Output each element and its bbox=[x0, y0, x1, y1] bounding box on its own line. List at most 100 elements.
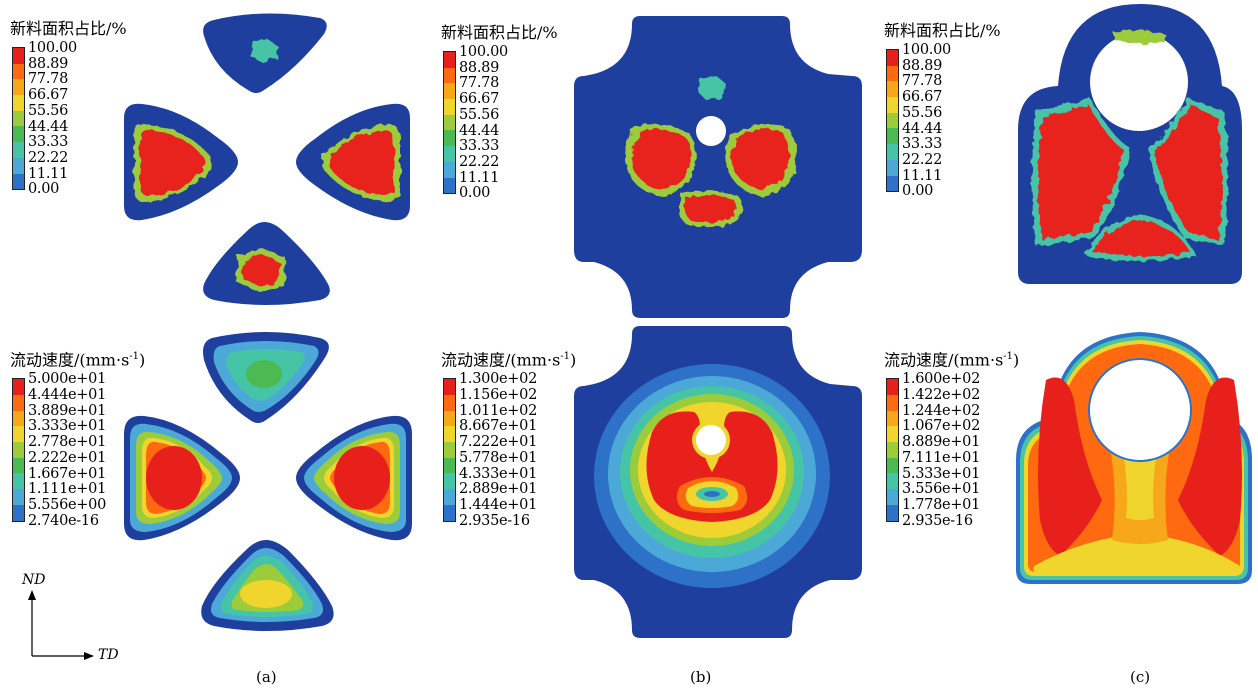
legend-speed-b-title: 流动速度/(mm·s-1) bbox=[441, 348, 576, 369]
legend-speed-a-tick-label: 3.889e+01 bbox=[28, 402, 106, 419]
legend-area-b-tick-label: 88.89 bbox=[459, 59, 500, 76]
legend-speed-a-tick-label: 3.333e+01 bbox=[28, 418, 106, 435]
panel-label-b: (b) bbox=[690, 668, 712, 686]
legend-speed-a-colorbar bbox=[12, 378, 25, 522]
c-right-core bbox=[1154, 104, 1222, 240]
legend-speed-c-tick-label: 8.889e+01 bbox=[902, 434, 980, 451]
legend-speed-c-swatch bbox=[887, 489, 898, 505]
legend-area-a-tick-label: 88.89 bbox=[28, 55, 69, 72]
legend-speed-c-swatch bbox=[887, 504, 898, 521]
legend-area-b-colorbar bbox=[443, 51, 456, 195]
legend-speed-b-tick-label: 1.156e+02 bbox=[459, 387, 537, 404]
legend-speed-a-title: 流动速度/(mm·s-1) bbox=[10, 348, 145, 369]
legend-speed-c-swatch bbox=[887, 426, 898, 443]
legend-speed-a-tick-label: 5.556e+00 bbox=[28, 496, 106, 513]
legend-area-b-tick-label: 44.44 bbox=[459, 122, 500, 139]
panel-b-area-map bbox=[574, 16, 862, 318]
legend-speed-b-tick-label: 1.444e+01 bbox=[459, 496, 537, 513]
legend-area-c-tick-label: 77.78 bbox=[902, 73, 943, 90]
legend-area-b-tick-label: 55.56 bbox=[459, 106, 500, 123]
legend-speed-c-tick-label: 1.244e+02 bbox=[902, 402, 980, 419]
legend-area-c-swatch bbox=[887, 175, 898, 192]
legend-speed-c: 流动速度/(mm·s-1) 1.600e+02 1.422e+02 1.244e+0… bbox=[884, 348, 1019, 529]
legend-speed-c-body: 1.600e+02 1.422e+02 1.244e+02 1.067e+02 8.88… bbox=[884, 372, 1019, 529]
legend-speed-a-tick-label: 4.444e+01 bbox=[28, 387, 106, 404]
legend-speed-b-tick-label: 1.300e+02 bbox=[459, 371, 537, 388]
legend-area-c-ticks: 100.00 88.89 77.78 66.67 55.56 44.44 33.33 22.2… bbox=[902, 42, 1019, 200]
legend-speed-b-body: 1.300e+02 1.156e+02 1.011e+02 8.667e+01 7.22… bbox=[441, 372, 576, 529]
legend-area-c-tick-label: 22.22 bbox=[902, 151, 943, 168]
legend-area-b-swatch bbox=[444, 99, 455, 115]
legend-speed-b-swatch bbox=[444, 442, 455, 458]
panel-c-area-map bbox=[1018, 4, 1242, 284]
legend-speed-b-tick-label: 1.011e+02 bbox=[459, 402, 537, 419]
nd-arrowhead bbox=[28, 590, 36, 600]
panel-label-a: (a) bbox=[256, 668, 277, 686]
legend-area-a-swatch bbox=[13, 173, 24, 190]
legend-speed-a-body: 5.000e+01 4.444e+01 3.889e+01 3.333e+01 2.77… bbox=[10, 372, 145, 529]
legend-area-b-swatch bbox=[444, 52, 455, 68]
legend-speed-c-tick-label: 1.422e+02 bbox=[902, 387, 980, 404]
a-vel-bottom-core bbox=[240, 580, 292, 608]
c-vel-right-red bbox=[1178, 377, 1242, 556]
legend-area-c-tick-label: 44.44 bbox=[902, 120, 943, 137]
legend-speed-a-swatch bbox=[13, 379, 24, 396]
c-bottom-core bbox=[1092, 220, 1190, 256]
a-vel-top-core bbox=[246, 360, 282, 388]
legend-area-c-swatch bbox=[887, 144, 898, 160]
legend-speed-c-swatch bbox=[887, 410, 898, 427]
legend-area-b: 新料面积占比/% 100.00 88.89 77.78 66.67 55.56 44.44… bbox=[441, 24, 558, 202]
legend-area-c-title: 新料面积占比/% bbox=[884, 21, 1001, 40]
legend-area-a-tick-label: 11.11 bbox=[28, 165, 69, 182]
legend-area-c-swatch bbox=[887, 65, 898, 82]
panel-a-area-map bbox=[124, 13, 410, 305]
legend-area-a-tick-label: 44.44 bbox=[28, 118, 69, 135]
legend-area-a-swatch bbox=[13, 79, 24, 96]
legend-speed-a-tick-label: 1.667e+01 bbox=[28, 465, 106, 482]
legend-speed-a-swatch bbox=[13, 395, 24, 411]
legend-speed-b-tick-label: 5.778e+01 bbox=[459, 449, 537, 466]
legend-area-c: 新料面积占比/% 100.00 88.89 77.78 66.67 55.56 44.44… bbox=[884, 22, 1001, 200]
legend-area-b-body: 100.00 88.89 77.78 66.67 55.56 44.44 33.33 22.2… bbox=[441, 44, 558, 202]
legend-speed-b-swatch bbox=[444, 379, 455, 396]
legend-speed-c-colorbar bbox=[886, 378, 899, 522]
legend-speed-c-tick-label: 1.067e+02 bbox=[902, 418, 980, 435]
legend-speed-b-ticks: 1.300e+02 1.156e+02 1.011e+02 8.667e+01 7.22… bbox=[459, 372, 594, 529]
legend-area-b-swatch bbox=[444, 146, 455, 162]
legend-area-b-title: 新料面积占比/% bbox=[441, 23, 558, 42]
panel-b-velocity-map bbox=[574, 326, 862, 638]
legend-area-a-tick-label: 66.67 bbox=[28, 87, 69, 104]
legend-area-a-tick-label: 100.00 bbox=[28, 40, 77, 56]
legend-speed-a-swatch bbox=[13, 473, 24, 490]
legend-speed-b-tick-label: 4.333e+01 bbox=[459, 465, 537, 482]
legend-area-c-tick-label: 11.11 bbox=[902, 167, 943, 184]
legend-speed-c-tick-label: 1.600e+02 bbox=[902, 371, 980, 388]
legend-speed-b-swatch bbox=[444, 410, 455, 427]
legend-area-b-swatch bbox=[444, 83, 455, 100]
legend-area-c-tick-label: 0.00 bbox=[902, 183, 934, 200]
b-vel-hole bbox=[696, 425, 726, 455]
legend-area-c-swatch bbox=[887, 97, 898, 113]
legend-area-a-tick-label: 33.33 bbox=[28, 134, 69, 151]
legend-area-c-tick-label: 66.67 bbox=[902, 89, 943, 106]
legend-area-b-swatch bbox=[444, 130, 455, 147]
legend-area-a: 新料面积占比/% 100.00 88.89 77.78 66.67 55.56 44.44… bbox=[10, 20, 127, 198]
legend-area-b-swatch bbox=[444, 177, 455, 194]
panel-label-c: (c) bbox=[1130, 668, 1151, 686]
c-top-spot bbox=[1114, 30, 1166, 44]
legend-speed-c-swatch bbox=[887, 473, 898, 490]
legend-area-c-body: 100.00 88.89 77.78 66.67 55.56 44.44 33.33 22.2… bbox=[884, 42, 1001, 200]
legend-area-c-swatch bbox=[887, 112, 898, 129]
legend-speed-b-colorbar bbox=[443, 378, 456, 522]
legend-area-a-tick-label: 77.78 bbox=[28, 71, 69, 88]
legend-speed-c-tick-label: 2.935e-16 bbox=[902, 512, 973, 529]
legend-speed-b-tick-label: 2.935e-16 bbox=[459, 512, 530, 529]
legend-speed-a-swatch bbox=[13, 489, 24, 505]
legend-area-c-swatch bbox=[887, 50, 898, 66]
legend-area-c-colorbar bbox=[886, 49, 899, 193]
panel-c-velocity-map bbox=[1016, 332, 1252, 584]
legend-speed-c-tick-label: 1.778e+01 bbox=[902, 496, 980, 513]
legend-area-a-swatch bbox=[13, 142, 24, 158]
legend-area-a-title: 新料面积占比/% bbox=[10, 19, 127, 38]
